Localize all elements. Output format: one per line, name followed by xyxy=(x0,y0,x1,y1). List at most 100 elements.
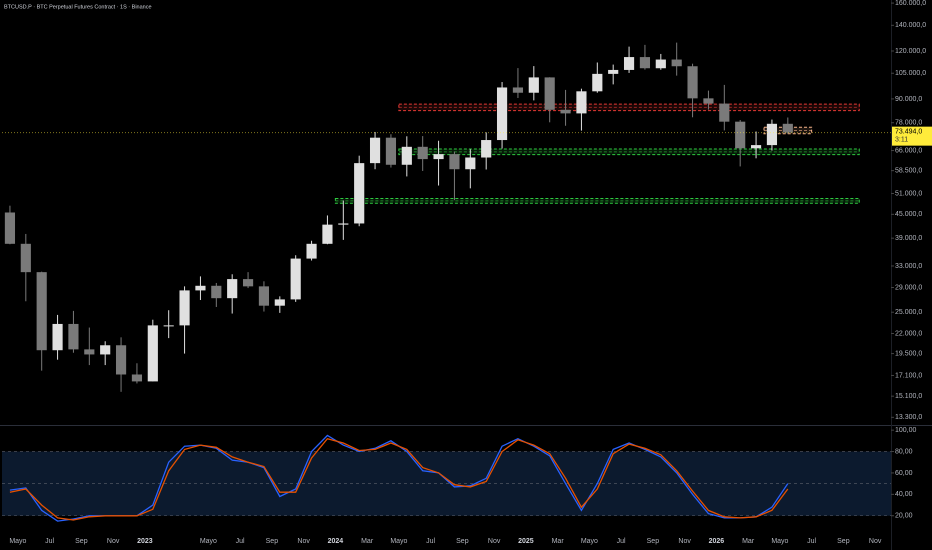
candle-body xyxy=(179,290,190,326)
candle-body xyxy=(703,98,714,104)
candle-body xyxy=(274,299,285,306)
candle-body xyxy=(211,285,222,299)
candle-body xyxy=(719,103,730,122)
y-tick-label: 60,00 xyxy=(895,470,913,477)
y-tick-label: 105.000,0 xyxy=(895,70,926,77)
candle-body xyxy=(671,59,682,67)
candle-body xyxy=(84,349,95,355)
candle-body xyxy=(433,154,444,160)
y-tick-label: 100,00 xyxy=(895,427,917,434)
y-tick-label: 160.000,0 xyxy=(895,0,926,7)
x-tick-label: Mar xyxy=(361,538,374,545)
candle-body xyxy=(100,345,111,355)
y-tick-label: 33.000,0 xyxy=(895,263,922,270)
candle-body xyxy=(623,57,635,70)
y-tick-label: 140.000,0 xyxy=(895,22,926,29)
candle-body xyxy=(131,374,143,382)
x-tick-label: Nov xyxy=(297,538,310,545)
candle-body xyxy=(417,146,428,160)
candle-body xyxy=(36,272,47,351)
candle-body xyxy=(52,323,63,351)
candle-body xyxy=(655,59,666,69)
candle-body xyxy=(782,123,793,133)
y-tick-label: 90.000,0 xyxy=(895,96,922,103)
x-tick-label: Jul xyxy=(236,538,245,545)
x-tick-label: Mayo xyxy=(581,538,598,545)
candle-body xyxy=(147,325,158,382)
x-tick-label: Jul xyxy=(426,538,435,545)
candle-body xyxy=(306,243,317,259)
x-tick-label: Mar xyxy=(742,538,755,545)
x-tick-label: Nov xyxy=(869,538,882,545)
x-tick-label: Mar xyxy=(552,538,565,545)
candle-body xyxy=(354,163,365,224)
x-tick-label: Sep xyxy=(837,538,850,545)
x-tick-label: Nov xyxy=(488,538,501,545)
x-tick-label: Jul xyxy=(45,538,54,545)
candle-body xyxy=(449,154,460,170)
candle-body xyxy=(401,146,412,165)
y-tick-label: 15.100,0 xyxy=(895,393,922,400)
y-tick-label: 80,00 xyxy=(895,448,913,455)
y-tick-label: 120.000,0 xyxy=(895,48,926,55)
candle-body xyxy=(369,137,381,164)
x-tick-label: Sep xyxy=(75,538,88,545)
candle-body xyxy=(242,279,254,287)
y-tick-label: 17.100,0 xyxy=(895,372,922,379)
x-tick-label: 2025 xyxy=(518,538,534,545)
candle-body xyxy=(227,279,238,299)
y-tick-label: 25.000,0 xyxy=(895,309,922,316)
x-tick-label: Mayo xyxy=(390,538,407,545)
candle-body xyxy=(496,87,508,141)
candle-body xyxy=(512,87,524,93)
y-tick-label: 29.000,0 xyxy=(895,284,922,291)
candle-body xyxy=(68,323,79,350)
x-tick-label: 2023 xyxy=(137,538,153,545)
indicator-line xyxy=(9,437,789,521)
y-tick-label: 51.000,0 xyxy=(895,190,922,197)
candle-body xyxy=(290,258,301,300)
candle-body xyxy=(639,57,651,69)
candle-body xyxy=(687,66,698,99)
y-tick-label: 66.000,0 xyxy=(895,147,922,154)
y-tick-label: 20,00 xyxy=(895,513,913,520)
x-tick-label: Nov xyxy=(107,538,120,545)
y-tick-label: 40,00 xyxy=(895,491,913,498)
candle-body xyxy=(608,69,619,74)
y-tick-label: 78.000,0 xyxy=(895,120,922,127)
x-tick-label: Sep xyxy=(647,538,660,545)
y-tick-label: 39.000,0 xyxy=(895,235,922,242)
candle-body xyxy=(592,73,603,92)
candle-body xyxy=(576,91,587,114)
y-tick-label: 13.300,0 xyxy=(895,414,922,421)
candle-body xyxy=(115,345,127,375)
last-price-box xyxy=(892,126,932,146)
y-tick-label: 58.500,0 xyxy=(895,167,922,174)
last-price-label: 73.494,0 xyxy=(895,128,922,135)
x-tick-label: 2026 xyxy=(709,538,725,545)
x-tick-label: 2024 xyxy=(328,538,344,545)
candle-body xyxy=(560,109,571,114)
x-tick-label: Mayo xyxy=(771,538,788,545)
x-tick-label: Sep xyxy=(456,538,469,545)
candle-body xyxy=(258,286,270,306)
x-tick-label: Sep xyxy=(266,538,279,545)
candle-body xyxy=(766,123,778,146)
candle-body xyxy=(4,212,16,244)
candle-body xyxy=(195,285,206,291)
chart-title: BTCUSD.P · BTC Perpetual Futures Contrac… xyxy=(4,4,152,10)
candle-body xyxy=(385,137,397,165)
x-tick-label: Mayo xyxy=(9,538,26,545)
candle-body xyxy=(544,77,555,110)
candle-body xyxy=(750,145,762,149)
y-tick-label: 22.000,0 xyxy=(895,330,922,337)
candle-body xyxy=(322,224,333,244)
candle-body xyxy=(163,325,174,327)
candle-body xyxy=(465,157,476,170)
candle-body xyxy=(528,77,539,93)
x-tick-label: Jul xyxy=(807,538,816,545)
candle-body xyxy=(735,121,746,149)
x-tick-label: Nov xyxy=(678,538,691,545)
